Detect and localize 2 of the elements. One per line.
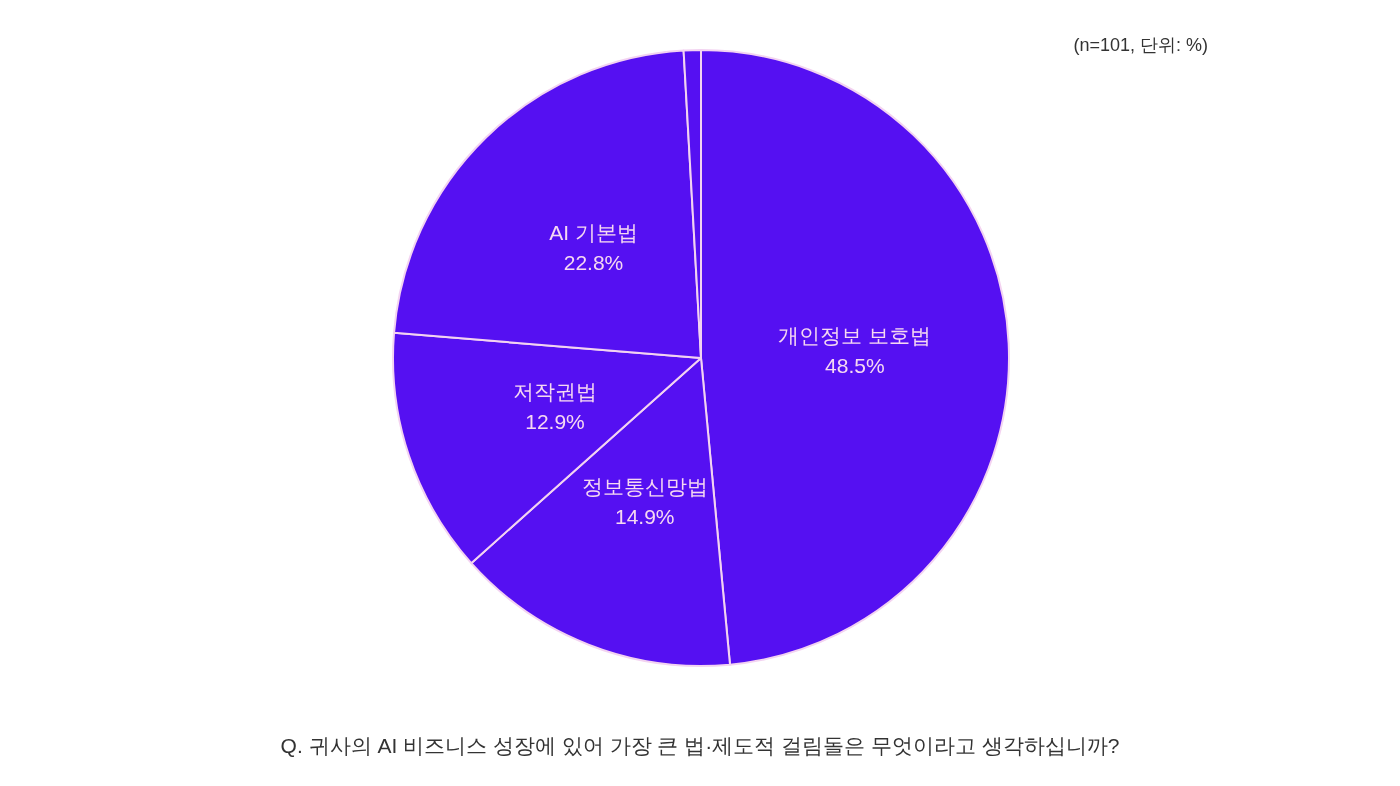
annotation: Q. 귀사의 AI 비즈니스 성장에 있어 가장 큰 법·제도적 걸림돌은 무엇이라고 생각하십니까? (280, 733, 1120, 757)
annotation: (n=101, 단위: %) (1073, 35, 1208, 55)
